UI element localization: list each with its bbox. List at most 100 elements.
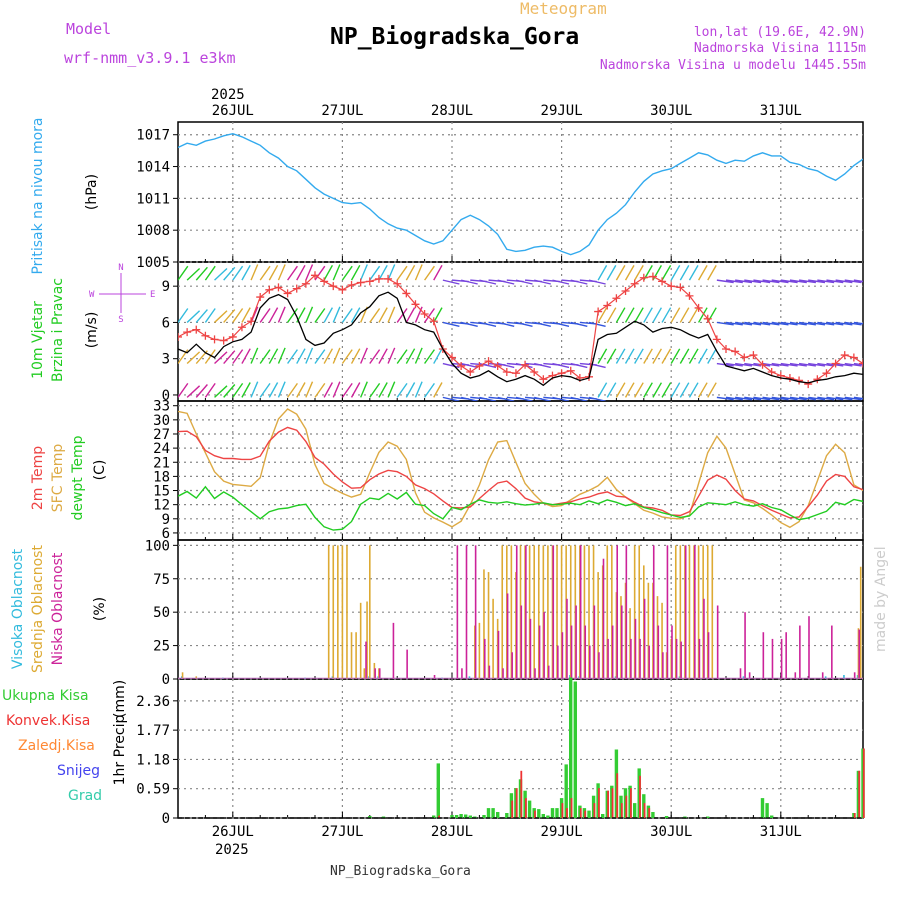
pressure-line (178, 132, 863, 256)
total-rain-bar (527, 800, 532, 818)
wind-barb (735, 362, 753, 367)
wind-barb (735, 279, 753, 284)
wind-barb (232, 265, 244, 281)
gust-marker (201, 331, 210, 340)
wind-barb (350, 348, 361, 364)
gust-marker (178, 332, 182, 341)
wind-barb (652, 348, 663, 364)
total-rain-bar (760, 798, 765, 818)
total-rain-bar (368, 816, 372, 818)
gust-marker (521, 360, 530, 369)
gust-marker (849, 353, 858, 362)
wind-barb (606, 348, 617, 364)
wind-barb (332, 381, 341, 398)
total-rain-bar (541, 814, 545, 818)
grid-layer (173, 122, 864, 819)
wind-barb (195, 384, 208, 398)
bottom-date-label: 30JUL (650, 824, 692, 840)
total-rain-bar (468, 815, 472, 818)
gust-marker (740, 353, 749, 362)
total-rain-bar (436, 763, 440, 818)
wind-barb (378, 382, 388, 398)
wind-barb (515, 279, 533, 285)
wind-barb (762, 362, 780, 367)
wind-barb (433, 307, 443, 323)
wind-barb (305, 347, 314, 364)
gust-marker (731, 347, 740, 356)
wind-barb (387, 306, 396, 323)
gust-marker (566, 366, 575, 375)
wind-barb (643, 348, 653, 364)
wind-barb (332, 306, 341, 323)
y-tick-label: 1014 (136, 160, 170, 176)
cloud-axis-name: Visoka Oblacnost (10, 548, 26, 669)
total-rain-bar (486, 808, 491, 818)
wind-barb (268, 264, 279, 281)
temp-axis-name2: SFC Temp (50, 444, 66, 513)
y-tick-label: 1017 (136, 128, 170, 144)
total-rain-bar (491, 808, 495, 818)
wind-barb (369, 265, 381, 281)
wind-barb (634, 307, 644, 323)
wind-barb (223, 384, 236, 398)
wind-barb (241, 348, 251, 364)
total-rain-bar (432, 815, 436, 818)
wind-barb (615, 307, 626, 323)
wind-barb (314, 265, 326, 281)
wind-barb (780, 362, 798, 367)
wind-barb (570, 321, 588, 327)
gust-marker (256, 293, 265, 302)
precip-axis-unit: (mm) (112, 680, 128, 718)
wind-axis-name2: Brzina i Pravac (50, 278, 66, 382)
gust-marker (594, 307, 603, 316)
wind-barb (762, 396, 780, 401)
conv-rain-bar (584, 810, 587, 818)
conv-rain-bar (520, 770, 523, 818)
y-tick-label: 21 (153, 455, 170, 471)
wind-barb (615, 382, 626, 398)
gust-marker (192, 325, 201, 334)
wind-barb (762, 321, 780, 326)
wind-barb (670, 348, 681, 364)
wind-barb (378, 348, 388, 364)
wind-barb (744, 396, 762, 401)
y-tick-label: 100 (145, 538, 170, 554)
wind-barb (624, 348, 635, 364)
wind-barb (323, 348, 334, 364)
wind-barb (268, 382, 279, 398)
wind-barb (634, 382, 644, 398)
wind-barb (214, 310, 228, 323)
wind-barb (798, 279, 816, 284)
top-year-label: 2025 (211, 87, 245, 103)
gust-marker (648, 272, 657, 281)
wind-barb (661, 348, 672, 364)
gust-line (178, 274, 863, 385)
wind-barb (679, 348, 690, 364)
wind-barb (186, 351, 201, 365)
wind-barb (259, 308, 271, 323)
wind-barb (323, 307, 334, 323)
wind-barb (259, 382, 271, 398)
bottom-date-label: 28JUL (431, 824, 473, 840)
y-tick-label: 9 (162, 279, 170, 295)
wind-barb (387, 264, 396, 281)
wind-barb (296, 264, 306, 281)
wind-barb (204, 382, 216, 398)
wind-axis-name: 10m Vjetar (30, 301, 46, 379)
wind-barb (735, 396, 753, 401)
gust-marker (511, 369, 520, 378)
legend-conv-rain: Konvek.Kisa (6, 713, 90, 729)
station-title: NP_Biogradska_Gora (330, 24, 579, 50)
wind-barb (780, 321, 798, 326)
wind-barb (679, 265, 690, 281)
gust-marker (658, 277, 667, 286)
wind-barb (195, 309, 208, 323)
credit-text: made by Angel (873, 546, 889, 652)
wind-barb (606, 307, 617, 323)
gust-marker (722, 345, 730, 354)
wind-barb (369, 382, 381, 398)
wind-barb (753, 396, 771, 401)
wind-barb (688, 348, 699, 364)
conv-rain-bar (616, 773, 619, 818)
wind-barb (178, 265, 189, 281)
